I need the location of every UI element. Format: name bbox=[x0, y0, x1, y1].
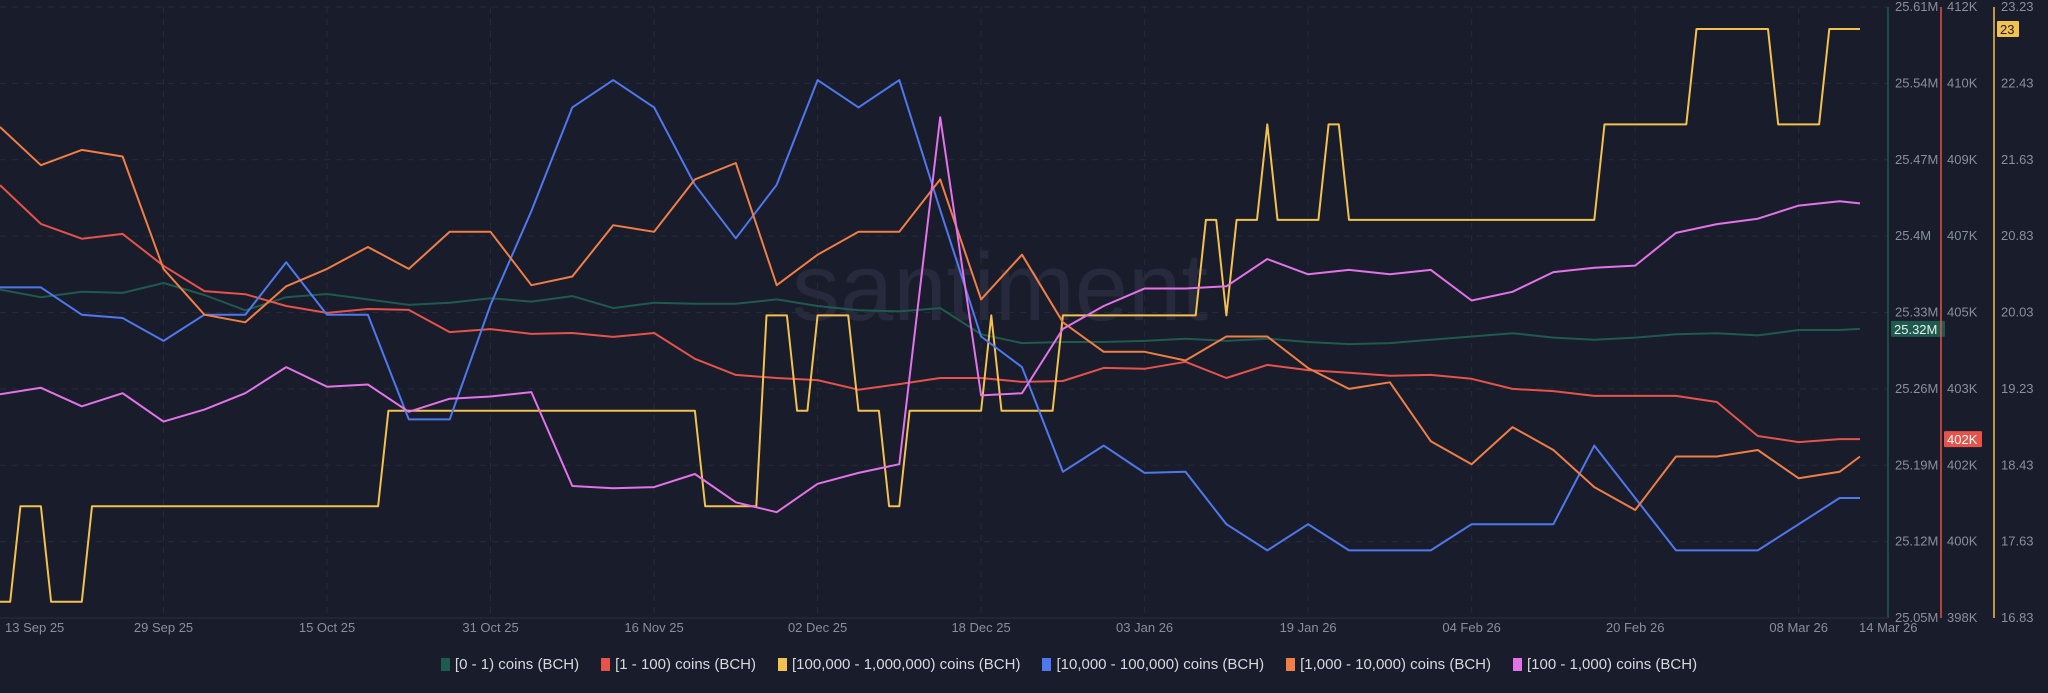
y-tick-label: 25.54M bbox=[1895, 75, 1938, 90]
legend-item[interactable]: [100,000 - 1,000,000) coins (BCH) bbox=[778, 656, 1020, 673]
x-tick-label: 13 Sep 25 bbox=[5, 620, 64, 635]
y-tick-label: 25.19M bbox=[1895, 457, 1938, 472]
y-tick-label: 25.33M bbox=[1895, 305, 1938, 320]
legend-swatch bbox=[440, 658, 450, 671]
y-tick-label: 412K bbox=[1947, 0, 1978, 14]
last-value-badge: 402K bbox=[1947, 432, 1978, 447]
y-tick-label: 22.43 bbox=[2001, 75, 2034, 90]
last-value-badge-bg bbox=[1944, 431, 1982, 448]
y-tick-label: 21.63 bbox=[2001, 152, 2034, 167]
legend-swatch bbox=[601, 658, 611, 671]
x-tick-label: 15 Oct 25 bbox=[299, 620, 355, 635]
series-lines bbox=[0, 28, 1861, 603]
y-axes: 25.61M 25.54M 25.47M 25.4M 25.33M 25.26M 25.19… bbox=[1887, 0, 2034, 625]
legend-item[interactable]: [0 - 1) coins (BCH) bbox=[440, 656, 580, 673]
y-tick-label: 25.4M bbox=[1895, 228, 1931, 243]
y-tick-label: 25.61M bbox=[1895, 0, 1938, 14]
legend-label: [1 - 100) coins (BCH) bbox=[615, 656, 756, 673]
last-value-badge-bg bbox=[1891, 320, 1945, 337]
legend-item[interactable]: [10,000 - 100,000) coins (BCH) bbox=[1042, 656, 1264, 673]
y-tick-label: 409K bbox=[1947, 152, 1978, 167]
x-tick-label: 16 Nov 25 bbox=[624, 620, 683, 635]
series-line-4 bbox=[0, 126, 1861, 511]
x-tick-label: 08 Mar 26 bbox=[1769, 620, 1828, 635]
y-tick-label: 16.83 bbox=[2001, 610, 2034, 625]
y-tick-label: 25.26M bbox=[1895, 381, 1938, 396]
y-tick-label: 403K bbox=[1947, 381, 1978, 396]
series-line-3 bbox=[0, 79, 1860, 552]
last-value-badge-bg bbox=[1997, 20, 2019, 37]
last-value-badge: 23 bbox=[2000, 22, 2014, 37]
x-tick-label: 03 Jan 26 bbox=[1116, 620, 1173, 635]
legend-label: [10,000 - 100,000) coins (BCH) bbox=[1056, 656, 1265, 673]
legend-item[interactable]: [100 - 1,000) coins (BCH) bbox=[1513, 656, 1697, 673]
x-tick-label: 19 Jan 26 bbox=[1280, 620, 1337, 635]
x-axis: 13 Sep 25 29 Sep 25 15 Oct 25 31 Oct 25 16 N… bbox=[0, 617, 1918, 635]
x-tick-label: 02 Dec 25 bbox=[788, 620, 847, 635]
x-tick-label: 18 Dec 25 bbox=[951, 620, 1010, 635]
x-tick-label: 20 Feb 26 bbox=[1606, 620, 1665, 635]
y-tick-label: 25.12M bbox=[1895, 534, 1938, 549]
y-tick-label: 20.83 bbox=[2001, 228, 2034, 243]
y-tick-label: 17.63 bbox=[2001, 534, 2034, 549]
legend-swatch bbox=[1513, 658, 1522, 671]
y-tick-label: 410K bbox=[1947, 75, 1978, 90]
x-tick-label: 04 Feb 26 bbox=[1442, 620, 1501, 635]
y-tick-label: 405K bbox=[1947, 305, 1978, 320]
y-tick-label: 402K bbox=[1947, 457, 1978, 472]
y-tick-label: 18.43 bbox=[2001, 457, 2034, 472]
legend: [0 - 1) coins (BCH) [1 - 100) coins (BCH)… bbox=[0, 656, 2048, 673]
series-line-2 bbox=[0, 28, 1860, 603]
x-tick-label: 29 Sep 25 bbox=[134, 620, 193, 635]
y-tick-label: 23.23 bbox=[2001, 0, 2034, 14]
legend-item[interactable]: [1 - 100) coins (BCH) bbox=[601, 656, 756, 673]
legend-swatch bbox=[1286, 658, 1296, 671]
legend-label: [100 - 1,000) coins (BCH) bbox=[1527, 656, 1698, 673]
y-tick-label: 400K bbox=[1947, 534, 1978, 549]
y-tick-label: 398K bbox=[1947, 610, 1978, 625]
legend-swatch bbox=[778, 658, 787, 671]
x-tick-label: 31 Oct 25 bbox=[462, 620, 518, 635]
y-tick-label: 25.47M bbox=[1895, 152, 1938, 167]
legend-swatch bbox=[1042, 658, 1052, 671]
legend-label: [0 - 1) coins (BCH) bbox=[454, 656, 580, 673]
last-value-badge: 25.32M bbox=[1894, 322, 1937, 337]
series-line-1 bbox=[0, 184, 1860, 444]
series-line-0 bbox=[0, 282, 1861, 346]
legend-item[interactable]: [1,000 - 10,000) coins (BCH) bbox=[1286, 656, 1491, 673]
y-tick-label: 407K bbox=[1947, 228, 1978, 243]
watermark: santiment bbox=[792, 234, 1208, 341]
x-tick-label: 14 Mar 26 bbox=[1859, 620, 1918, 635]
series-line-5 bbox=[0, 116, 1861, 514]
y-tick-label: 19.23 bbox=[2001, 381, 2034, 396]
y-tick-label: 20.03 bbox=[2001, 305, 2034, 320]
legend-label: [1,000 - 10,000) coins (BCH) bbox=[1300, 656, 1491, 673]
legend-label: [100,000 - 1,000,000) coins (BCH) bbox=[792, 656, 1021, 673]
y-tick-label: 25.05M bbox=[1895, 610, 1938, 625]
